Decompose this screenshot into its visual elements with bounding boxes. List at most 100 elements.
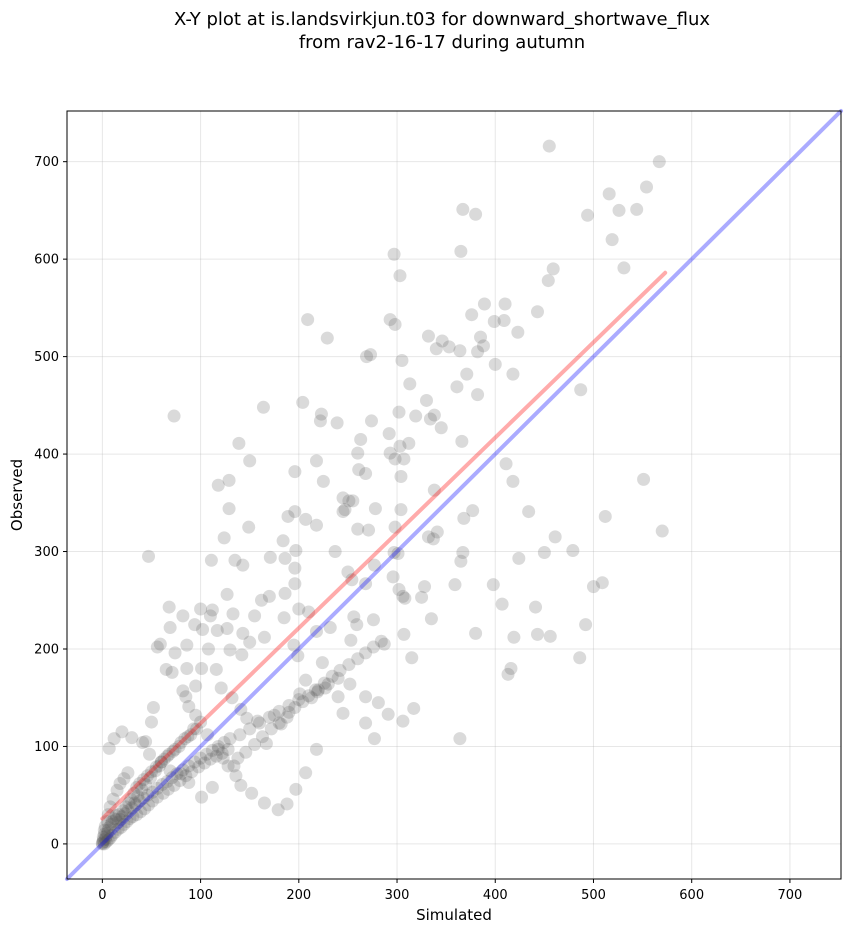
scatter-point xyxy=(133,776,147,790)
scatter-point xyxy=(192,760,206,774)
scatter-point xyxy=(233,728,247,742)
scatter-point xyxy=(255,730,269,744)
scatter-point xyxy=(377,637,391,651)
scatter-point xyxy=(257,630,271,644)
scatter-point xyxy=(321,677,335,691)
scatter-point xyxy=(415,590,429,604)
scatter-point xyxy=(150,640,164,654)
scatter-point xyxy=(289,544,303,558)
scatter-point xyxy=(180,661,194,675)
scatter-point xyxy=(209,662,223,676)
scatter-point xyxy=(310,685,324,699)
scatter-point xyxy=(398,591,412,605)
scatter-point xyxy=(97,823,111,837)
scatter-point xyxy=(336,505,350,519)
scatter-point xyxy=(127,786,141,800)
x-tick-label: 700 xyxy=(778,888,803,903)
scatter-point xyxy=(394,503,408,517)
scatter-point xyxy=(144,715,158,729)
scatter-point xyxy=(342,494,356,508)
scatter-point xyxy=(133,794,147,808)
scatter-point xyxy=(330,416,344,430)
scatter-point xyxy=(419,393,433,407)
scatter-point xyxy=(278,586,292,600)
scatter-point xyxy=(153,637,167,651)
x-axis-label: Simulated xyxy=(416,906,492,924)
scatter-point xyxy=(145,794,159,808)
scatter-point xyxy=(125,731,139,745)
scatter-point xyxy=(471,388,485,402)
scatter-point xyxy=(190,722,204,736)
scatter-point xyxy=(280,797,294,811)
scatter-point xyxy=(501,667,515,681)
scatter-point xyxy=(179,690,193,704)
scatter-point xyxy=(101,823,115,837)
scatter-point xyxy=(145,785,159,799)
scatter-point xyxy=(391,546,405,560)
scatter-point xyxy=(217,736,231,750)
scatter-point xyxy=(394,469,408,483)
scatter-point xyxy=(141,769,155,783)
scatter-point xyxy=(149,760,163,774)
x-tick-label: 600 xyxy=(679,888,704,903)
scatter-point xyxy=(180,638,194,652)
scatter-point xyxy=(364,348,378,362)
scatter-point xyxy=(142,549,156,563)
scatter-point xyxy=(95,836,109,850)
scatter-point xyxy=(107,812,121,826)
scatter-point xyxy=(129,798,143,812)
scatter-point xyxy=(109,813,123,827)
scatter-point xyxy=(182,776,196,790)
scatter-point xyxy=(223,732,237,746)
scatter-point xyxy=(288,505,302,519)
scatter-point xyxy=(254,593,268,607)
scatter-point xyxy=(101,833,115,847)
scatter-point xyxy=(263,550,277,564)
scatter-point xyxy=(216,751,230,765)
scatter-point xyxy=(120,814,134,828)
scatter-point xyxy=(160,775,174,789)
scatter-point xyxy=(397,452,411,466)
scatter-point xyxy=(267,708,281,722)
scatter-point xyxy=(200,728,214,742)
scatter-point xyxy=(360,350,374,364)
scatter-point xyxy=(188,618,202,632)
scatter-point xyxy=(115,725,129,739)
scatter-point xyxy=(113,776,127,790)
scatter-point xyxy=(605,233,619,247)
scatter-point xyxy=(282,705,296,719)
scatter-point xyxy=(159,662,173,676)
x-tick-label: 500 xyxy=(581,888,606,903)
scatter-point xyxy=(215,746,229,760)
scatter-point xyxy=(317,676,331,690)
scatter-point xyxy=(259,737,273,751)
scatter-point xyxy=(135,782,149,796)
scatter-point xyxy=(111,822,125,836)
scatter-point xyxy=(226,607,240,621)
scatter-point xyxy=(117,817,131,831)
scatter-point xyxy=(217,531,231,545)
scatter-point xyxy=(239,745,253,759)
scatter-point xyxy=(287,638,301,652)
scatter-point xyxy=(146,700,160,714)
scatter-point xyxy=(280,710,294,724)
scatter-point xyxy=(309,624,323,638)
scatter-point xyxy=(354,432,368,446)
scatter-point xyxy=(109,809,123,823)
scatter-point xyxy=(203,609,217,623)
scatter-point xyxy=(371,696,385,710)
scatter-point xyxy=(97,827,111,841)
scatter-point xyxy=(137,791,151,805)
scatter-point xyxy=(393,269,407,283)
scatter-point xyxy=(382,427,396,441)
scatter-point xyxy=(114,820,128,834)
x-tick-label: 200 xyxy=(286,888,311,903)
scatter-point xyxy=(113,813,127,827)
data-points xyxy=(95,139,669,851)
scatter-point xyxy=(342,658,356,672)
scatter-point xyxy=(165,665,179,679)
scatter-point xyxy=(274,717,288,731)
y-tick-label: 500 xyxy=(34,350,59,365)
scatter-point xyxy=(195,790,209,804)
scatter-point xyxy=(309,518,323,532)
